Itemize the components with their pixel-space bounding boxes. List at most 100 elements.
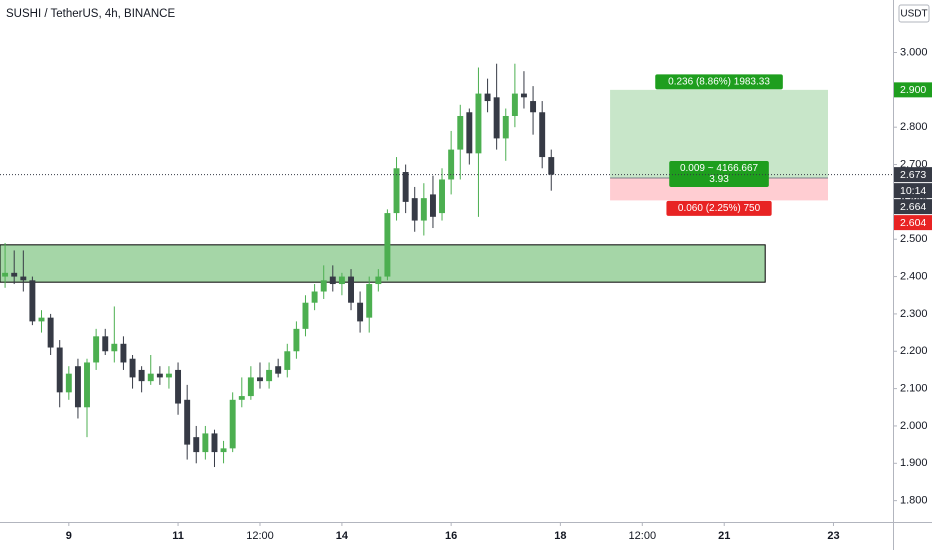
price-tag-label: 2.604 bbox=[900, 217, 926, 229]
currency: USDT bbox=[900, 9, 927, 20]
candle-body bbox=[11, 272, 18, 277]
candle-body bbox=[266, 369, 273, 382]
candle-body bbox=[520, 93, 527, 98]
candle-body bbox=[329, 276, 336, 285]
candle-body bbox=[375, 276, 382, 285]
y-tick-label: 2.100 bbox=[900, 383, 928, 395]
target-label-box bbox=[655, 74, 783, 90]
candle-body bbox=[530, 101, 537, 113]
countdown: 10:14 bbox=[900, 185, 926, 197]
y-tick-label: 2.800 bbox=[900, 121, 928, 133]
candle-body bbox=[238, 396, 245, 400]
countdown-box bbox=[894, 183, 932, 199]
candle-body bbox=[411, 198, 418, 221]
x-tick-label: 21 bbox=[718, 530, 730, 542]
plot: 0.236 (8.86%) 1983.33 0.009 ~ 4166.6673.9… bbox=[0, 63, 893, 468]
entry-label: 0.009 ~ 4166.667 bbox=[680, 163, 759, 174]
candle-body bbox=[247, 377, 254, 397]
candle-body bbox=[202, 433, 209, 453]
y-tick-label: 1.900 bbox=[900, 457, 928, 469]
candle-body bbox=[93, 336, 100, 363]
price-tag-label: 2.673 bbox=[900, 169, 926, 181]
candle-body bbox=[402, 172, 409, 202]
candle-body bbox=[302, 302, 309, 329]
candle-body bbox=[484, 93, 491, 102]
support-zone bbox=[0, 244, 766, 283]
candle-body bbox=[457, 115, 464, 150]
price-tag-label: 2.900 bbox=[900, 84, 926, 96]
y-tick-label: 2.200 bbox=[900, 345, 928, 357]
candle-body bbox=[175, 369, 182, 404]
price-tag bbox=[894, 215, 932, 231]
candle-body bbox=[502, 115, 509, 139]
candle-body bbox=[257, 377, 263, 382]
target-label: 0.236 (8.86%) 1983.33 bbox=[668, 76, 770, 87]
candle-body bbox=[138, 369, 145, 382]
candle-body bbox=[211, 433, 218, 453]
x-tick-label: 23 bbox=[827, 530, 839, 542]
candle-body bbox=[65, 373, 72, 393]
candle-body bbox=[429, 194, 436, 217]
candle-body bbox=[102, 336, 109, 352]
candle-body bbox=[193, 437, 200, 453]
price-tag bbox=[894, 82, 932, 98]
x-tick-label: 16 bbox=[445, 530, 457, 542]
candle-body bbox=[357, 302, 364, 322]
y-tick-label: 2.500 bbox=[900, 233, 928, 245]
price-tag-label: 2.664 bbox=[900, 201, 926, 213]
candle-body bbox=[275, 366, 282, 374]
y-tick-label: 2.000 bbox=[900, 420, 928, 432]
candle-body bbox=[338, 276, 345, 285]
candle-body bbox=[38, 317, 45, 322]
price-tag bbox=[894, 199, 932, 215]
candle-body bbox=[84, 362, 90, 408]
candle-body bbox=[184, 399, 191, 445]
candle-body bbox=[111, 343, 118, 352]
candle-body bbox=[366, 284, 373, 318]
candle-body bbox=[284, 351, 291, 370]
candle-body bbox=[56, 347, 63, 393]
candle-body bbox=[548, 157, 555, 175]
candle-body bbox=[393, 168, 400, 214]
candle-body bbox=[448, 149, 455, 180]
candle-body bbox=[420, 198, 427, 221]
chart-title: SUSHI / TetherUS, 4h, BINANCE bbox=[6, 8, 175, 20]
candle-body bbox=[293, 328, 300, 352]
y-tick-label: 2.400 bbox=[900, 270, 928, 282]
candle-body bbox=[20, 276, 27, 281]
candle-body bbox=[539, 112, 546, 158]
candle-body bbox=[2, 272, 9, 277]
candle-body bbox=[156, 373, 163, 378]
candle-body bbox=[511, 93, 518, 116]
stop-area bbox=[610, 177, 829, 201]
stop-label-box bbox=[666, 200, 772, 216]
candle-body bbox=[348, 276, 354, 303]
candle-body bbox=[29, 280, 36, 322]
entry-label-box bbox=[669, 160, 769, 187]
candle-body bbox=[229, 399, 236, 449]
candle-body bbox=[466, 112, 473, 154]
candle-body bbox=[47, 317, 54, 348]
candle-body bbox=[129, 358, 136, 378]
candle-body bbox=[74, 366, 81, 408]
entry-label: 3.93 bbox=[709, 174, 729, 185]
x-tick-label: 11 bbox=[172, 530, 184, 542]
y-tick-label: 1.800 bbox=[900, 495, 928, 507]
x-tick-label: 12:00 bbox=[629, 530, 657, 542]
x-tick-label: 14 bbox=[336, 530, 349, 542]
candle-body bbox=[320, 280, 327, 292]
x-tick-label: 18 bbox=[554, 530, 566, 542]
candle-body bbox=[384, 213, 391, 277]
candle-body bbox=[220, 448, 227, 453]
candle-body bbox=[439, 179, 445, 214]
price-tag bbox=[894, 167, 932, 183]
candle-body bbox=[475, 93, 482, 154]
y-tick-label: 2.300 bbox=[900, 308, 928, 320]
candle-body bbox=[493, 97, 500, 139]
currency-box bbox=[898, 4, 930, 23]
y-tick-label: 3.000 bbox=[900, 46, 928, 58]
candle-body bbox=[147, 373, 154, 382]
x-tick-label: 12:00 bbox=[246, 530, 274, 542]
candle-body bbox=[311, 291, 318, 303]
